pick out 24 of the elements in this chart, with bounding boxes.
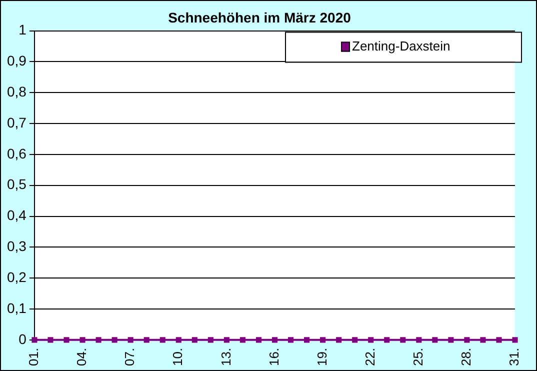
y-tick-label: 0,6 xyxy=(6,145,27,162)
y-tick-label: 0,7 xyxy=(6,114,27,130)
x-tick-label: 19. xyxy=(314,348,330,366)
x-tick-label: 28. xyxy=(458,348,474,366)
y-tick-label: 1 xyxy=(18,22,27,38)
x-tick-label: 10. xyxy=(170,348,186,366)
x-tick-label: 13. xyxy=(218,348,234,366)
legend-label: Zenting-Daxstein xyxy=(352,38,450,54)
y-tick-label: 0,8 xyxy=(6,83,27,100)
y-tick-label: 0,9 xyxy=(6,52,27,69)
x-tick-label: 22. xyxy=(362,348,378,366)
x-tick-label: 01. xyxy=(26,348,42,366)
y-tick-label: 0,5 xyxy=(6,176,27,192)
y-tick-label: 0,2 xyxy=(6,268,27,285)
x-tick-label: 04. xyxy=(74,348,90,366)
x-tick-label: 16. xyxy=(266,348,282,366)
x-tick-label: 31. xyxy=(506,348,522,366)
y-tick-label: 0,1 xyxy=(6,300,27,316)
y-tick-label: 0,3 xyxy=(6,238,27,254)
chart-title: Schneehöhen im März 2020 xyxy=(168,9,352,26)
y-tick-label: 0 xyxy=(18,330,27,347)
x-tick-label: 07. xyxy=(122,348,138,366)
y-tick-label: 0,4 xyxy=(6,207,27,224)
x-tick-label: 25. xyxy=(410,348,426,366)
